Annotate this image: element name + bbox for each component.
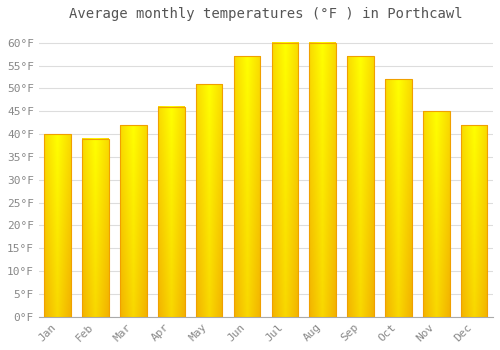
Title: Average monthly temperatures (°F ) in Porthcawl: Average monthly temperatures (°F ) in Po… [69, 7, 462, 21]
Bar [385, 79, 411, 317]
Bar [423, 111, 450, 317]
Bar [196, 84, 222, 317]
Bar [44, 134, 71, 317]
Bar [348, 56, 374, 317]
Bar [272, 43, 298, 317]
Bar [120, 125, 146, 317]
Bar [310, 43, 336, 317]
Bar [82, 139, 109, 317]
Bar [461, 125, 487, 317]
Bar [234, 56, 260, 317]
Bar [158, 107, 184, 317]
